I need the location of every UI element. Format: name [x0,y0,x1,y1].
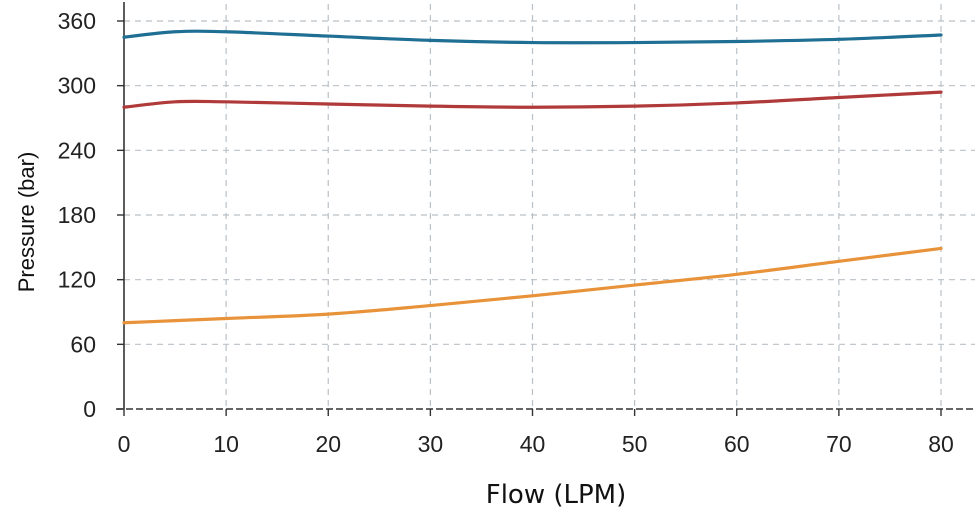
x-tick-label: 10 [213,431,239,457]
x-tick-label: 40 [520,431,546,457]
grid [124,4,975,409]
series-line-1 [122,29,943,45]
tick-labels: 0 10 20 30 40 50 60 70 80 0 60 120 180 240 300 360 [58,8,954,457]
y-tick-label: 0 [83,396,96,422]
y-tick-label: 180 [58,202,96,228]
x-tick-label: 50 [622,431,648,457]
y-tick-label: 60 [70,331,96,357]
axes [116,2,975,416]
x-tick-label: 80 [928,431,954,457]
x-tick-label: 0 [118,431,131,457]
y-tick-label: 300 [58,73,96,99]
series-line-3 [122,246,943,325]
x-tick-label: 30 [418,431,444,457]
x-tick-label: 20 [315,431,341,457]
y-tick-label: 240 [58,137,96,163]
series-lines [122,29,943,325]
x-tick-label: 70 [826,431,852,457]
y-tick-label: 120 [58,267,96,293]
y-axis-title: Pressure (bar) [14,152,39,293]
series-line-2 [122,90,943,109]
x-axis-title: Flow (LPM) [486,480,627,510]
y-tick-label: 360 [58,8,96,34]
x-tick-label: 60 [724,431,750,457]
